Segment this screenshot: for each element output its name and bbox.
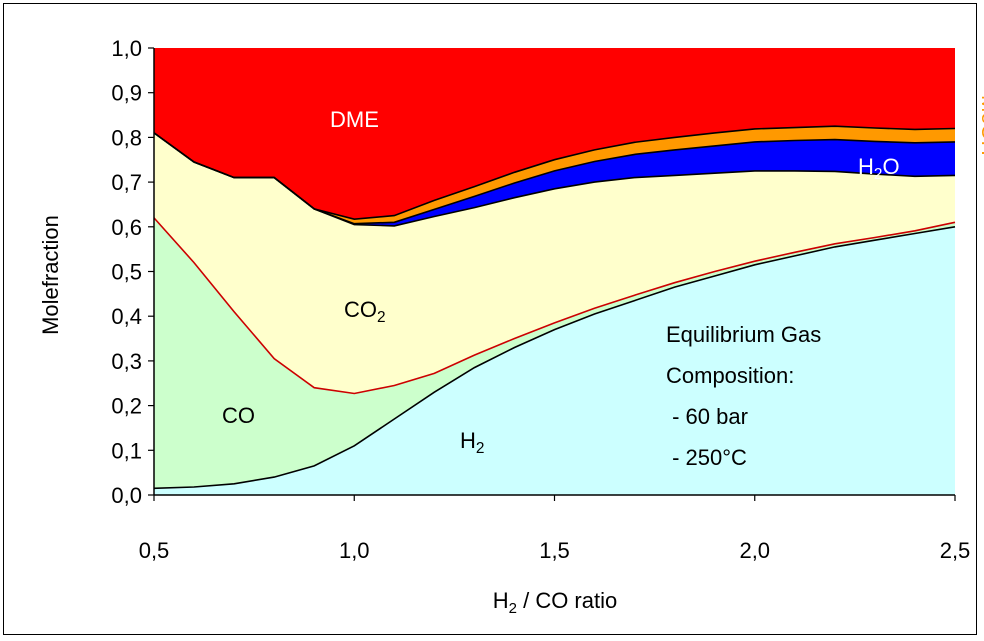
annotation-line-3: - 60 bar	[666, 404, 748, 429]
x-tick-label: 2,0	[739, 538, 770, 563]
y-tick-label: 0,0	[111, 483, 142, 508]
y-tick-label: 0,6	[111, 215, 142, 240]
y-tick-label: 0,1	[111, 438, 142, 463]
y-axis-label: Molefraction	[38, 215, 63, 335]
y-tick-label: 0,5	[111, 260, 142, 285]
y-tick-label: 0,3	[111, 349, 142, 374]
area-layers	[154, 48, 955, 495]
x-tick-labels: 0,5 1,0 1,5 2,0 2,5	[139, 495, 971, 563]
y-tick-label: 1,0	[111, 36, 142, 61]
x-axis-label: H2 / CO ratio	[493, 588, 617, 617]
y-tick-label: 0,7	[111, 170, 142, 195]
x-tick-label: 0,5	[139, 538, 170, 563]
y-tick-labels: 0,0 0,1 0,2 0,3 0,4 0,5 0,6 0,7 0,8 0,9 1,0	[111, 36, 154, 508]
y-tick-label: 0,2	[111, 394, 142, 419]
annotation-line-1: Equilibrium Gas	[666, 322, 821, 347]
y-tick-label: 0,8	[111, 125, 142, 150]
y-tick-label: 0,9	[111, 81, 142, 106]
x-tick-label: 2,5	[940, 538, 971, 563]
annotation-line-2: Composition:	[666, 363, 794, 388]
annotation-line-4: - 250°C	[666, 445, 747, 470]
series-label-meoh: MeOH	[977, 95, 984, 156]
x-tick-label: 1,0	[339, 538, 370, 563]
y-tick-label: 0,4	[111, 304, 142, 329]
x-tick-label: 1,5	[539, 538, 570, 563]
series-label-co: CO	[222, 403, 255, 428]
series-label-dme: DME	[330, 107, 379, 132]
